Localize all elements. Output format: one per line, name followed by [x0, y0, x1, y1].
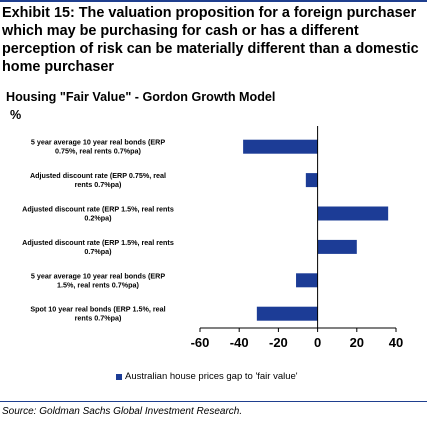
x-tick-label: -60 — [191, 335, 210, 350]
bar — [243, 139, 318, 154]
category-label-line: 1.5%, real rents 0.7%pa) — [57, 280, 140, 289]
unit-label: % — [10, 108, 22, 122]
category-label-line: 0.2%pa) — [84, 214, 112, 223]
source-note: Source: Goldman Sachs Global Investment … — [2, 406, 243, 417]
category-label: Adjusted discount rate (ERP 1.5%, real r… — [22, 205, 174, 223]
bar — [317, 206, 389, 221]
x-tick-label: 40 — [389, 335, 403, 350]
category-label-line: Adjusted discount rate (ERP 1.5%, real r… — [22, 238, 174, 247]
bar — [296, 273, 318, 288]
category-label: Adjusted discount rate (ERP 0.75%, real r… — [30, 171, 166, 189]
category-label-line: rents 0.7%pa) — [75, 314, 122, 323]
category-label: Adjusted discount rate (ERP 1.5%, real r… — [22, 238, 174, 256]
category-label: 5 year average 10 year real bonds (ERP 0.… — [31, 138, 165, 156]
legend: Australian house prices gap to 'fair val… — [116, 371, 298, 382]
category-label: Spot 10 year real bonds (ERP 1.5%, real r… — [30, 305, 165, 323]
exhibit-title: Exhibit 15: The valuation proposition fo… — [2, 5, 419, 75]
source-rule — [0, 401, 427, 402]
category-label-line: 5 year average 10 year real bonds (ERP — [31, 138, 165, 147]
legend-label: Australian house prices gap to 'fair val… — [125, 371, 298, 382]
category-label-line: 0.75%, real rents 0.7%pa) — [55, 147, 142, 156]
chart-title: Housing "Fair Value" - Gordon Growth Mod… — [6, 90, 276, 104]
bar — [305, 173, 318, 188]
category-label-line: Adjusted discount rate (ERP 0.75%, real — [30, 171, 166, 180]
category-label-line: Adjusted discount rate (ERP 1.5%, real r… — [22, 205, 174, 214]
top-rule — [0, 0, 427, 2]
bar — [317, 239, 357, 254]
category-label-line: rents 0.7%pa) — [75, 180, 122, 189]
x-tick-label: 0 — [314, 335, 321, 350]
category-label-line: Spot 10 year real bonds (ERP 1.5%, real — [30, 305, 165, 314]
x-tick-label: -40 — [230, 335, 249, 350]
legend-swatch — [116, 373, 122, 380]
category-label-line: 0.7%pa) — [84, 247, 112, 256]
x-tick-label: -20 — [269, 335, 288, 350]
bar — [256, 306, 318, 321]
bar-chart: 5 year average 10 year real bonds (ERP 0.… — [22, 126, 403, 350]
x-tick-label: 20 — [350, 335, 364, 350]
category-label: 5 year average 10 year real bonds (ERP 1.… — [31, 271, 165, 289]
category-label-line: 5 year average 10 year real bonds (ERP — [31, 271, 165, 280]
